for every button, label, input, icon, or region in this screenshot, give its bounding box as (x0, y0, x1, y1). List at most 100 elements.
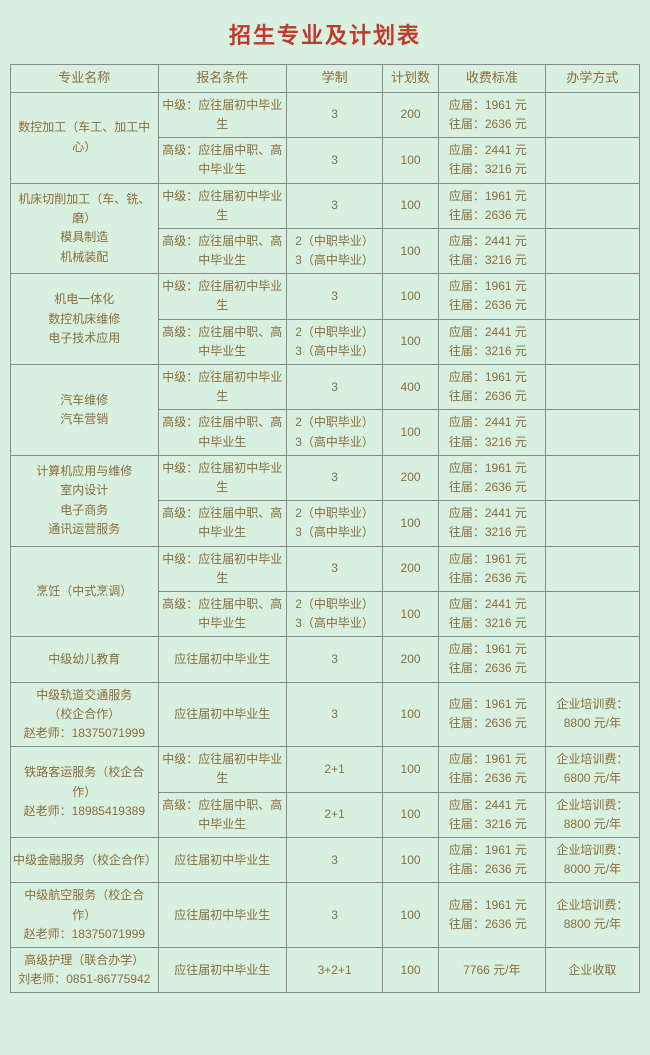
count-cell: 100 (383, 747, 439, 792)
th-fee: 收费标准 (438, 65, 545, 93)
table-row: 中级幼儿教育 应往届初中毕业生 3 200 应届：1961 元往届：2636 元 (11, 637, 640, 682)
th-condition: 报名条件 (158, 65, 286, 93)
major-cell: 机床切削加工（车、铣、磨）模具制造机械装配 (11, 183, 159, 274)
count-cell: 200 (383, 92, 439, 137)
count-cell: 200 (383, 637, 439, 682)
fee-cell: 应届：2441 元往届：3216 元 (438, 501, 545, 546)
mode-cell (545, 274, 639, 319)
fee-cell: 应届：1961 元往届：2636 元 (438, 274, 545, 319)
dur-cell: 3 (286, 682, 382, 747)
mode-cell (545, 637, 639, 682)
dur-cell: 3 (286, 365, 382, 410)
count-cell: 100 (383, 138, 439, 183)
major-cell: 中级航空服务（校企合作）赵老师：18375071999 (11, 883, 159, 948)
table-row: 中级轨道交通服务（校企合作）赵老师：18375071999 应往届初中毕业生 3… (11, 682, 640, 747)
page-title: 招生专业及计划表 (10, 8, 640, 64)
table-row: 机电一体化数控机床维修电子技术应用 中级：应往届初中毕业生 3 100 应届：1… (11, 274, 640, 319)
fee-cell: 应届：1961 元往届：2636 元 (438, 682, 545, 747)
count-cell: 100 (383, 501, 439, 546)
count-cell: 100 (383, 837, 439, 882)
cond-cell: 应往届初中毕业生 (158, 883, 286, 948)
cond-cell: 中级：应往届初中毕业生 (158, 365, 286, 410)
fee-cell: 应届：1961 元往届：2636 元 (438, 747, 545, 792)
mode-cell (545, 365, 639, 410)
table-row: 计算机应用与维修室内设计电子商务通讯运营服务 中级：应往届初中毕业生 3 200… (11, 455, 640, 500)
cond-cell: 高级：应往届中职、高中毕业生 (158, 319, 286, 364)
fee-cell: 应届：1961 元往届：2636 元 (438, 455, 545, 500)
page-wrap: 招生专业及计划表 专业名称 报名条件 学制 计划数 收费标准 办学方式 数控加工… (0, 0, 650, 1001)
fee-cell: 应届：1961 元往届：2636 元 (438, 546, 545, 591)
fee-cell: 7766 元/年 (438, 947, 545, 992)
count-cell: 100 (383, 319, 439, 364)
fee-cell: 应届：1961 元往届：2636 元 (438, 883, 545, 948)
cond-cell: 中级：应往届初中毕业生 (158, 455, 286, 500)
mode-cell (545, 319, 639, 364)
mode-cell (545, 591, 639, 636)
dur-cell: 2（中职毕业）3（高中毕业） (286, 501, 382, 546)
table-row: 高级护理（联合办学）刘老师：0851-86775942 应往届初中毕业生 3+2… (11, 947, 640, 992)
th-count: 计划数 (383, 65, 439, 93)
count-cell: 100 (383, 792, 439, 837)
fee-cell: 应届：2441 元往届：3216 元 (438, 319, 545, 364)
cond-cell: 高级：应往届中职、高中毕业生 (158, 501, 286, 546)
cond-cell: 应往届初中毕业生 (158, 637, 286, 682)
dur-cell: 3+2+1 (286, 947, 382, 992)
major-cell: 计算机应用与维修室内设计电子商务通讯运营服务 (11, 455, 159, 546)
cond-cell: 高级：应往届中职、高中毕业生 (158, 591, 286, 636)
cond-cell: 应往届初中毕业生 (158, 837, 286, 882)
header-row: 专业名称 报名条件 学制 计划数 收费标准 办学方式 (11, 65, 640, 93)
enrollment-table: 专业名称 报名条件 学制 计划数 收费标准 办学方式 数控加工（车工、加工中心）… (10, 64, 640, 993)
dur-cell: 2+1 (286, 792, 382, 837)
fee-cell: 应届：1961 元往届：2636 元 (438, 365, 545, 410)
dur-cell: 2（中职毕业）3（高中毕业） (286, 591, 382, 636)
mode-cell (545, 92, 639, 137)
mode-cell (545, 546, 639, 591)
major-cell: 高级护理（联合办学）刘老师：0851-86775942 (11, 947, 159, 992)
dur-cell: 3 (286, 546, 382, 591)
count-cell: 100 (383, 410, 439, 455)
major-cell: 数控加工（车工、加工中心） (11, 92, 159, 183)
mode-cell (545, 455, 639, 500)
fee-cell: 应届：2441 元往届：3216 元 (438, 792, 545, 837)
count-cell: 100 (383, 274, 439, 319)
table-row: 中级航空服务（校企合作）赵老师：18375071999 应往届初中毕业生 3 1… (11, 883, 640, 948)
table-row: 烹饪（中式烹调） 中级：应往届初中毕业生 3 200 应届：1961 元往届：2… (11, 546, 640, 591)
count-cell: 400 (383, 365, 439, 410)
mode-cell: 企业培训费：8800 元/年 (545, 883, 639, 948)
cond-cell: 高级：应往届中职、高中毕业生 (158, 410, 286, 455)
dur-cell: 3 (286, 637, 382, 682)
count-cell: 100 (383, 228, 439, 273)
cond-cell: 应往届初中毕业生 (158, 947, 286, 992)
mode-cell (545, 183, 639, 228)
dur-cell: 2（中职毕业）3（高中毕业） (286, 319, 382, 364)
table-row: 数控加工（车工、加工中心） 中级：应往届初中毕业生 3 200 应届：1961 … (11, 92, 640, 137)
mode-cell (545, 410, 639, 455)
cond-cell: 高级：应往届中职、高中毕业生 (158, 792, 286, 837)
major-cell: 铁路客运服务（校企合作）赵老师：18985419389 (11, 747, 159, 838)
dur-cell: 3 (286, 837, 382, 882)
major-cell: 烹饪（中式烹调） (11, 546, 159, 637)
mode-cell (545, 228, 639, 273)
cond-cell: 中级：应往届初中毕业生 (158, 183, 286, 228)
table-row: 中级金融服务（校企合作） 应往届初中毕业生 3 100 应届：1961 元往届：… (11, 837, 640, 882)
mode-cell: 企业培训费：8800 元/年 (545, 682, 639, 747)
table-row: 汽车维修汽车营销 中级：应往届初中毕业生 3 400 应届：1961 元往届：2… (11, 365, 640, 410)
fee-cell: 应届：2441 元往届：3216 元 (438, 138, 545, 183)
count-cell: 100 (383, 682, 439, 747)
mode-cell: 企业收取 (545, 947, 639, 992)
major-cell: 机电一体化数控机床维修电子技术应用 (11, 274, 159, 365)
fee-cell: 应届：2441 元往届：3216 元 (438, 591, 545, 636)
count-cell: 200 (383, 455, 439, 500)
th-duration: 学制 (286, 65, 382, 93)
major-cell: 中级幼儿教育 (11, 637, 159, 682)
dur-cell: 2（中职毕业）3（高中毕业） (286, 228, 382, 273)
cond-cell: 中级：应往届初中毕业生 (158, 747, 286, 792)
mode-cell (545, 138, 639, 183)
fee-cell: 应届：1961 元往届：2636 元 (438, 637, 545, 682)
dur-cell: 3 (286, 455, 382, 500)
count-cell: 100 (383, 947, 439, 992)
fee-cell: 应届：1961 元往届：2636 元 (438, 183, 545, 228)
dur-cell: 3 (286, 274, 382, 319)
fee-cell: 应届：1961 元往届：2636 元 (438, 92, 545, 137)
major-cell: 汽车维修汽车营销 (11, 365, 159, 456)
